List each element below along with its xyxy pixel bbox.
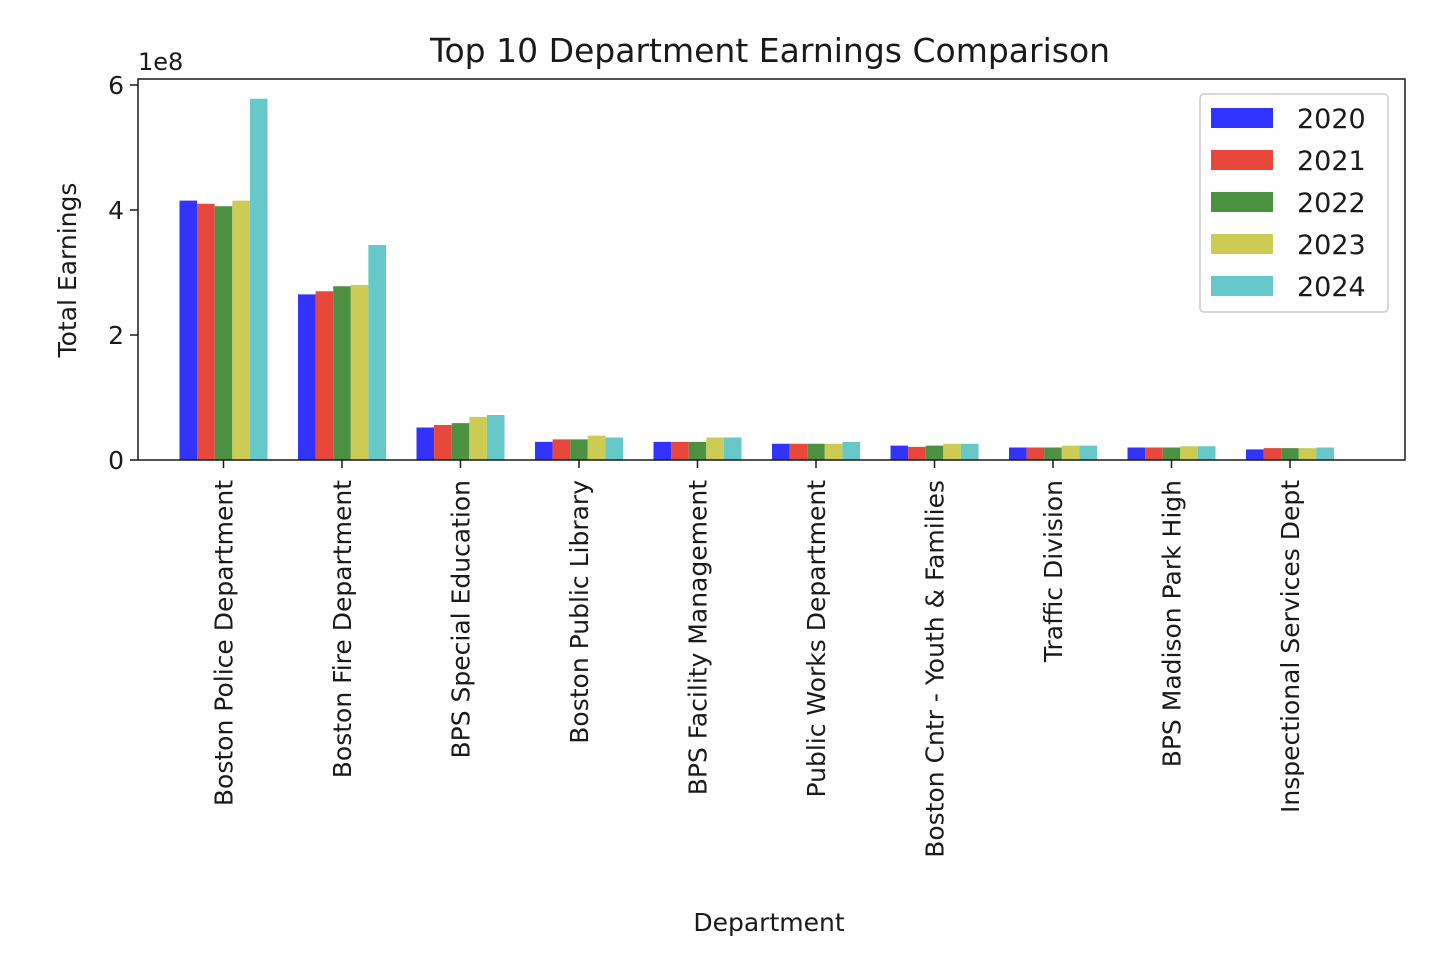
legend: 2020 2021 2022 2023 2024	[1199, 93, 1389, 313]
bar-2022-7	[1044, 447, 1062, 460]
bar-2024-0	[249, 98, 268, 460]
plot-frame	[137, 78, 1406, 461]
y-axis-ticks: 0 2 4 6	[108, 71, 138, 475]
bar-2023-2	[469, 416, 487, 461]
bar-2020-2	[416, 427, 435, 460]
x-tick-label: Boston Cntr - Youth & Families	[921, 480, 950, 858]
bar-2023-4	[706, 437, 724, 460]
bar-2022-0	[214, 206, 233, 460]
bar-2020-5	[772, 443, 790, 460]
bar-2022-9	[1281, 448, 1299, 461]
bar-2020-6	[890, 445, 909, 461]
bar-2022-4	[688, 441, 707, 461]
y-tick-label: 0	[108, 446, 124, 475]
x-tick-label: BPS Facility Management	[684, 480, 713, 795]
bar-2021-4	[671, 441, 689, 461]
bar-2020-8	[1127, 447, 1146, 460]
bar-2024-9	[1316, 447, 1334, 460]
bar-2023-8	[1180, 446, 1198, 460]
legend-swatch-2020	[1211, 108, 1273, 128]
legend-label-2020: 2020	[1297, 104, 1366, 135]
bar-2021-6	[908, 446, 926, 461]
legend-swatch-2024	[1211, 276, 1273, 296]
bar-2024-8	[1197, 446, 1216, 460]
bar-2020-7	[1009, 447, 1027, 460]
x-tick-label: Inspectional Services Dept	[1276, 480, 1305, 813]
x-tick-label: Public Works Department	[802, 480, 831, 798]
legend-label-2023: 2023	[1297, 230, 1366, 261]
bar-2022-3	[570, 439, 588, 461]
legend-box	[1199, 93, 1389, 313]
bar-2024-4	[723, 437, 742, 460]
bar-2021-2	[434, 425, 452, 460]
bar-2022-8	[1162, 447, 1181, 460]
bar-2024-1	[368, 245, 386, 460]
x-tick-label: Boston Public Library	[565, 480, 594, 744]
x-tick-label: Boston Fire Department	[328, 480, 357, 778]
legend-label-2022: 2022	[1297, 188, 1366, 219]
bar-2020-4	[653, 441, 672, 461]
bar-2023-1	[350, 285, 369, 460]
bar-2023-9	[1298, 448, 1317, 461]
x-tick-label: BPS Special Education	[447, 480, 476, 759]
bar-2020-0	[179, 200, 198, 460]
bar-2020-3	[535, 441, 553, 461]
bar-2020-1	[298, 294, 316, 461]
bar-2022-2	[451, 423, 470, 461]
bar-2022-1	[333, 286, 351, 460]
bar-2023-6	[943, 443, 961, 460]
legend-label-2024: 2024	[1297, 272, 1366, 303]
y-tick-label: 2	[108, 321, 124, 350]
legend-swatch-2022	[1211, 192, 1273, 212]
bar-2023-5	[824, 443, 843, 460]
legend-swatch-2023	[1211, 234, 1273, 254]
bar-2023-0	[232, 200, 250, 460]
bars-layer	[179, 98, 1334, 461]
bar-2024-5	[842, 441, 860, 461]
bar-2021-7	[1026, 447, 1045, 460]
x-tick-label: BPS Madison Park High	[1158, 480, 1187, 767]
bar-2022-6	[925, 445, 944, 461]
bar-2024-2	[486, 415, 505, 460]
bar-2023-3	[587, 435, 606, 461]
legend-label-2021: 2021	[1297, 146, 1366, 177]
chart-title: Top 10 Department Earnings Comparison	[429, 31, 1110, 70]
bar-2024-7	[1079, 445, 1097, 461]
bar-2021-8	[1145, 447, 1163, 460]
x-axis-ticks: Boston Police Department Boston Fire Depa…	[210, 460, 1305, 858]
bar-2021-3	[552, 439, 571, 461]
bar-2022-5	[807, 443, 825, 460]
x-tick-label: Traffic Division	[1039, 480, 1068, 663]
y-axis-offset-label: 1e8	[138, 48, 183, 76]
bar-2024-3	[605, 437, 623, 460]
legend-swatch-2021	[1211, 150, 1273, 170]
bar-2021-9	[1263, 448, 1282, 461]
y-tick-label: 6	[108, 71, 124, 100]
bar-2023-7	[1061, 445, 1080, 461]
y-axis-label: Total Earnings	[53, 183, 82, 359]
bar-2021-1	[315, 291, 334, 460]
bar-2021-5	[789, 443, 808, 460]
x-axis-label: Department	[693, 908, 844, 937]
bar-2020-9	[1246, 449, 1264, 461]
y-tick-label: 4	[108, 196, 124, 225]
bar-2024-6	[960, 443, 979, 460]
bar-2021-0	[197, 203, 215, 460]
x-tick-label: Boston Police Department	[210, 480, 239, 806]
